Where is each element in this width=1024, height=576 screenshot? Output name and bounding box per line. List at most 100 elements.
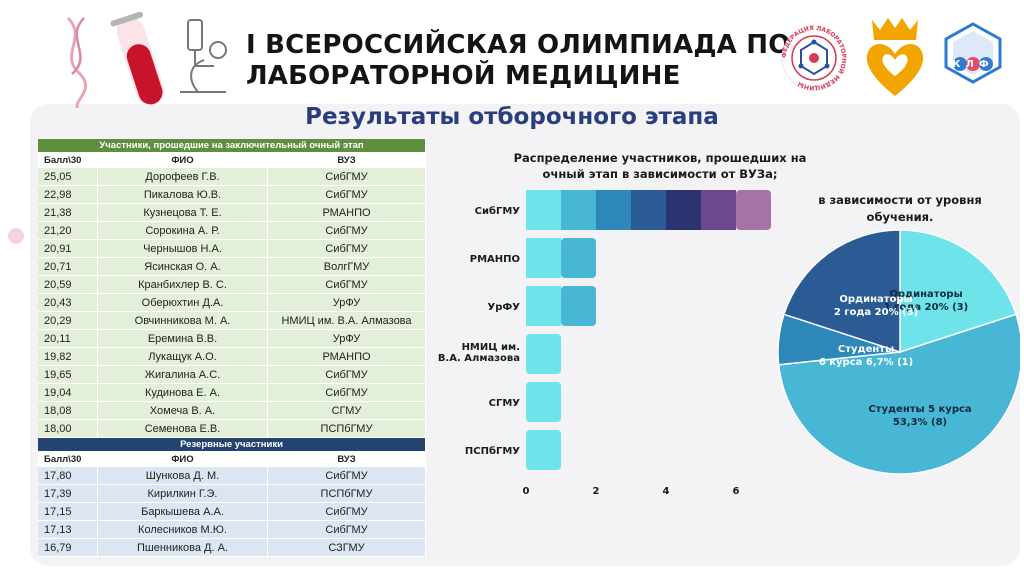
score-cell: 20,59 [38,276,98,294]
table-row: 21,38 Кузнецова Т. Е. РМАНПО [38,204,426,222]
table-row: 17,13 Колесников М.Ю. СибГМУ [38,521,426,539]
column-header: ФИО [98,153,268,168]
x-tick-label: 0 [523,486,530,496]
score-cell: 17,13 [38,521,98,539]
table-caption-text: Резервные участники [38,438,426,452]
score-cell: 21,20 [38,222,98,240]
name-cell: Еремина В.В. [98,330,268,348]
bar-segment [631,190,666,230]
table-row: 22,98 Пикалова Ю.В. СибГМУ [38,186,426,204]
column-header: ВУЗ [268,153,426,168]
page-title: I ВСЕРОССИЙСКАЯ ОЛИМПИАДА ПО ЛАБОРАТОРНО… [246,30,791,92]
final-participants-table: Участники, прошедшие на заключительный о… [38,139,426,438]
university-cell: СибГМУ [268,503,426,521]
decor-dot [8,228,24,244]
pie-slice [783,229,901,354]
table-row: 19,04 Кудинова Е. А. СибГМУ [38,384,426,402]
name-cell: Колесников М.Ю. [98,521,268,539]
column-header: ВУЗ [268,452,426,467]
score-cell: 16,79 [38,539,98,557]
table-row: 25,05 Дорофеев Г.В. СибГМУ [38,168,426,186]
column-header: Балл\30 [38,452,98,467]
score-cell: 20,29 [38,312,98,330]
klf-logo: КЛФ [944,22,1002,84]
name-cell: Сорокина А. Р. [98,222,268,240]
bar-segment [526,190,561,230]
table-row: 21,20 Сорокина А. Р. СибГМУ [38,222,426,240]
score-cell: 19,82 [38,348,98,366]
university-bar-chart: СибГМУ РМАНПО УрФУ НМИЦ им. В.А. Алмазова СГМ… [438,190,771,496]
bar-segment [526,382,561,422]
bar-segment [561,286,596,326]
university-cell: СибГМУ [268,467,426,485]
score-cell: 17,15 [38,503,98,521]
page-subtitle: Результаты отборочного этапа [305,104,719,130]
university-cell: ПСПбГМУ [268,485,426,503]
name-cell: Пикалова Ю.В. [98,186,268,204]
name-cell: Семенова Е.В. [98,420,268,438]
university-cell: СГМУ [268,402,426,420]
pie-slice-label: Студенты 6 курса 6,7% (1) [819,344,913,368]
university-cell: УрФУ [268,330,426,348]
table-header-row: Балл\30 ФИО ВУЗ [38,452,426,467]
pie-slice [899,229,1017,354]
score-cell: 18,00 [38,420,98,438]
name-cell: Шункова Д. М. [98,467,268,485]
university-cell: СибГМУ [268,168,426,186]
name-cell: Хомеча В. А. [98,402,268,420]
bar-segment [666,190,701,230]
title-line-1: I ВСЕРОССИЙСКАЯ ОЛИМПИАДА ПО [246,30,791,60]
score-cell: 22,98 [38,186,98,204]
table-header-row: Балл\30 ФИО ВУЗ [38,153,426,168]
score-cell: 20,43 [38,294,98,312]
bar-category-label: РМАНПО [470,254,520,265]
bar-segment [526,430,561,470]
university-cell: СибГМУ [268,384,426,402]
name-cell: Оберюхтин Д.А. [98,294,268,312]
table-caption-text: Участники, прошедшие на заключительный о… [38,139,426,153]
table-row: 17,80 Шункова Д. М. СибГМУ [38,467,426,485]
name-cell: Кранбихлер В. С. [98,276,268,294]
table-caption: Резервные участники [38,438,426,452]
table-row: 20,91 Чернышов Н.А. СибГМУ [38,240,426,258]
university-cell: РМАНПО [268,348,426,366]
name-cell: Пшенникова Д. А. [98,539,268,557]
name-cell: Кузнецова Т. Е. [98,204,268,222]
name-cell: Лукащук А.О. [98,348,268,366]
x-tick-label: 2 [593,486,600,496]
name-cell: Баркышева А.А. [98,503,268,521]
bar-segment [701,190,736,230]
table-row: 20,43 Оберюхтин Д.А. УрФУ [38,294,426,312]
bar-category-label: СГМУ [489,398,521,409]
table-row: 19,82 Лукащук А.О. РМАНПО [38,348,426,366]
reserve-participants-table: Резервные участники Балл\30 ФИО ВУЗ 17,80 Шун… [38,438,426,557]
education-level-pie-chart: Ординаторы 1 года 20% (3) Студенты 5 курса… [777,229,1020,475]
university-cell: РМАНПО [268,204,426,222]
score-cell: 17,80 [38,467,98,485]
bar-segment [596,190,631,230]
name-cell: Овчинникова М. А. [98,312,268,330]
title-line-2: ЛАБОРАТОРНОЙ МЕДИЦИНЕ [246,61,681,91]
column-header: ФИО [98,452,268,467]
name-cell: Кирилкин Г.Э. [98,485,268,503]
table-row: 17,39 Кирилкин Г.Э. ПСПбГМУ [38,485,426,503]
score-cell: 17,39 [38,485,98,503]
score-cell: 21,38 [38,204,98,222]
table-row: 20,29 Овчинникова М. А. НМИЦ им. В.А. Алма… [38,312,426,330]
pie-slice-label: Ординаторы 2 года 20% (3) [834,294,918,318]
university-cell: ВолгГМУ [268,258,426,276]
table-row: 17,15 Баркышева А.А. СибГМУ [38,503,426,521]
bar-chart-title: Распределение участников, прошедших на о… [513,151,807,181]
column-header: Балл\30 [38,153,98,168]
score-cell: 20,11 [38,330,98,348]
name-cell: Ясинская О. А. [98,258,268,276]
table-row: 20,59 Кранбихлер В. С. СибГМУ [38,276,426,294]
university-cell: НМИЦ им. В.А. Алмазова [268,312,426,330]
bar-category-label: УрФУ [488,302,521,313]
university-crest-logo [866,18,924,96]
x-tick-label: 4 [663,486,670,496]
university-cell: СибГМУ [268,186,426,204]
lab-illustration-icon [66,11,227,108]
table-row: 20,71 Ясинская О. А. ВолгГМУ [38,258,426,276]
bar-segment [526,286,561,326]
